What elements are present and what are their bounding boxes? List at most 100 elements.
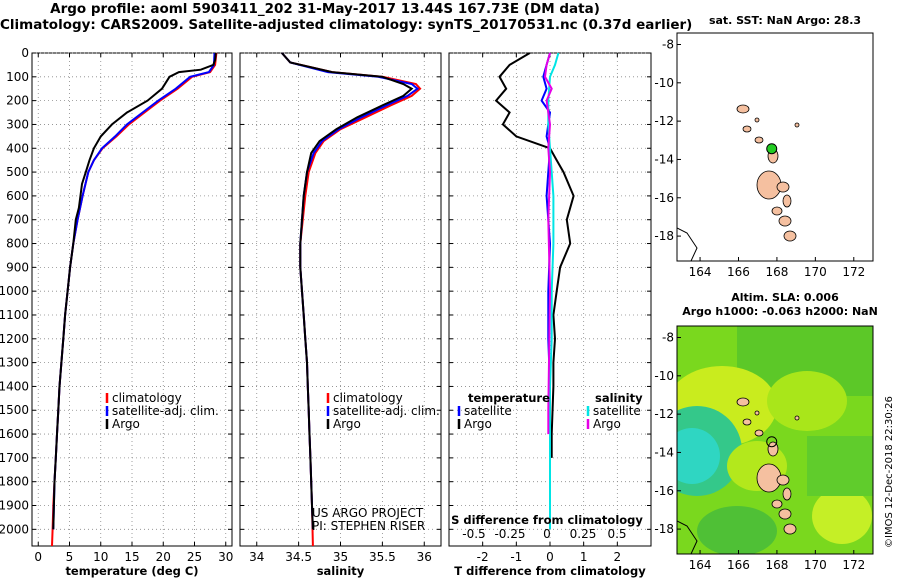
map-y-tick-label: -12 <box>654 114 674 128</box>
map2-title-1: Altim. SLA: 0.006 <box>731 291 839 304</box>
island <box>783 523 797 535</box>
island <box>782 487 792 501</box>
x-tick-label: 1 <box>580 550 588 564</box>
top-x-tick-label: 0.25 <box>570 527 597 541</box>
y-tick-label: 400 <box>6 141 29 155</box>
map-x-tick-label: 164 <box>689 558 712 572</box>
legend-label: satellite-adj. clim. <box>112 404 219 418</box>
credit-line-1: US ARGO PROJECT <box>312 506 424 520</box>
legend-title-temperature: temperature <box>468 391 550 405</box>
series-line-temperature-argo <box>494 52 575 458</box>
argo-position-marker <box>766 436 778 448</box>
y-tick-label: 0 <box>21 46 29 60</box>
sla-patch <box>697 506 777 554</box>
island <box>776 474 790 486</box>
map-x-tick-label: 164 <box>689 265 712 279</box>
subtitle-s-difference: S difference from climatology <box>451 513 643 527</box>
series-line-argo <box>52 52 217 530</box>
legend-label: climatology <box>112 391 182 405</box>
map-x-tick-label: 172 <box>842 558 865 572</box>
x-tick-label: 36 <box>417 550 432 564</box>
title-line-1: Argo profile: aoml 5903411_202 31-May-20… <box>50 1 600 17</box>
y-tick-label: 500 <box>6 165 29 179</box>
island <box>754 136 764 144</box>
map-frame <box>676 325 874 555</box>
legend-label: Argo <box>593 417 621 431</box>
x-tick-label: 30 <box>218 550 233 564</box>
x-tick-label: -1 <box>510 550 522 564</box>
map-y-tick-label: -14 <box>654 445 674 459</box>
x-tick-label: 5 <box>66 550 74 564</box>
island <box>794 415 800 421</box>
legend-label: Argo <box>464 417 492 431</box>
y-tick-label: 700 <box>6 213 29 227</box>
island <box>736 397 750 407</box>
y-tick-label: 1400 <box>0 379 29 393</box>
legend-label: satellite <box>593 404 641 418</box>
coastline-new-caledonia <box>677 227 698 261</box>
profile-panel-2: 34 34.5 35 35.5 36 salinity <box>239 52 442 578</box>
y-tick-label: 1600 <box>0 427 29 441</box>
y-tick-label: 1200 <box>0 332 29 346</box>
top-x-tick-label: -0.25 <box>494 527 525 541</box>
island <box>736 104 750 114</box>
y-tick-label: 900 <box>6 260 29 274</box>
map-y-tick-label: -16 <box>654 484 674 498</box>
x-tick-label: 25 <box>187 550 202 564</box>
island <box>754 410 760 416</box>
legend-label: Argo <box>333 417 361 431</box>
sla-patch <box>807 436 873 496</box>
x-tick-label: 10 <box>93 550 108 564</box>
legend-label: Argo <box>112 417 140 431</box>
x-tick-label: 0 <box>34 550 42 564</box>
map-y-tick-label: -18 <box>654 229 674 243</box>
map1-title: sat. SST: NaN Argo: 28.3 <box>708 14 862 27</box>
coastlines <box>677 104 800 261</box>
map-y-tick-label: -8 <box>662 37 674 51</box>
x-axis-label: temperature (deg C) <box>65 564 198 578</box>
argo-position-marker <box>766 143 778 155</box>
top-x-tick-label: -0.5 <box>462 527 485 541</box>
x-tick-label: 2 <box>614 550 622 564</box>
x-tick-label: 34.5 <box>285 550 312 564</box>
series-line-climatology <box>51 52 218 547</box>
island <box>778 215 792 227</box>
legend-title-salinity: salinity <box>595 391 643 405</box>
y-tick-label: 800 <box>6 237 29 251</box>
sla-field <box>677 326 873 554</box>
island <box>776 181 790 193</box>
sla-patch <box>812 488 872 544</box>
map-frame <box>676 32 874 262</box>
island <box>783 230 797 242</box>
top-x-tick-label: 0 <box>543 527 551 541</box>
credit-line-2: PI: STEPHEN RISER <box>312 519 425 533</box>
legend-label: climatology <box>333 391 403 405</box>
map-panel-1: -8 -10 -12 -14 -16 -18 164 166 168 170 172 <box>654 32 874 279</box>
y-tick-label: 1900 <box>0 499 29 513</box>
legend-label: satellite <box>464 404 512 418</box>
panel-frame <box>31 52 233 547</box>
map-x-tick-label: 172 <box>842 265 865 279</box>
x-tick-label: 34 <box>249 550 264 564</box>
y-tick-label: 200 <box>6 94 29 108</box>
y-tick-label: 600 <box>6 189 29 203</box>
map-x-tick-label: 166 <box>727 558 750 572</box>
island <box>754 429 764 437</box>
y-tick-label: 1100 <box>0 308 29 322</box>
x-tick-label: 20 <box>156 550 171 564</box>
island <box>742 125 752 133</box>
top-x-tick-label: 0.5 <box>607 527 626 541</box>
map-y-tick-label: -14 <box>654 152 674 166</box>
y-tick-label: 100 <box>6 70 29 84</box>
x-axis-label: salinity <box>317 564 365 578</box>
map2-title-2: Argo h1000: -0.063 h2000: NaN <box>682 305 878 318</box>
y-tick-label: 1300 <box>0 356 29 370</box>
island <box>754 117 760 123</box>
coastlines <box>677 397 800 554</box>
x-axis-label: T difference from climatology <box>454 564 646 578</box>
y-tick-label: 300 <box>6 117 29 131</box>
map-x-tick-label: 168 <box>765 558 788 572</box>
series-line-argo <box>281 52 414 530</box>
x-tick-label: 0 <box>546 550 554 564</box>
